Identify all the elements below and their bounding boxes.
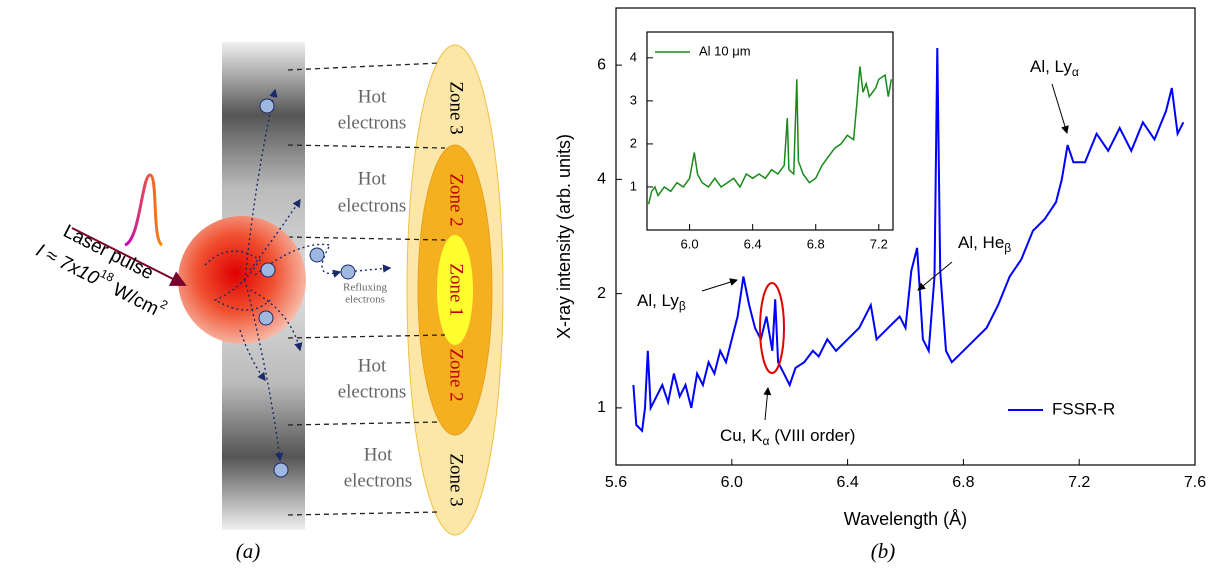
annotation-subscript: β [1004, 241, 1011, 255]
annotation-text: Al, Ly [1030, 57, 1072, 76]
refluxing-label: Refluxing [343, 282, 387, 294]
y-tick-label: 3 [630, 92, 637, 107]
y-tick-label: 2 [630, 135, 637, 150]
y-tick-label: 2 [597, 285, 606, 302]
plot-frame [615, 7, 1196, 466]
x-tick-label: 7.6 [1184, 474, 1206, 491]
diagram: Laser pulse I ≈ 7x1018 W/cm2 Hot electro… [32, 42, 504, 563]
data-line [647, 66, 893, 205]
intensity-unit: W/cm [105, 277, 162, 320]
plot: 6.0 6.4 6.8 7.2 1 2 3 4 Al 10 μm [630, 31, 894, 251]
hot-label: electrons [338, 381, 407, 402]
hot-label: electrons [338, 112, 407, 133]
legend-label: Al 10 μm [699, 43, 751, 58]
y-tick-label: 4 [630, 49, 637, 64]
data-line [632, 47, 1185, 433]
zone-label: Zone 1 [446, 263, 467, 316]
hot-label: electrons [344, 470, 413, 491]
electrons [258, 98, 356, 478]
annotation-text: (VIII order) [769, 426, 855, 445]
annotation-text: Al, He [958, 233, 1004, 252]
x-tick-label: 6.8 [807, 236, 825, 251]
annotation-arrow [763, 387, 772, 421]
refluxing-label: electrons [345, 294, 385, 306]
hot-label: Hot [358, 168, 387, 189]
legend-label: FSSR-R [1052, 399, 1115, 418]
annotation-text: Al, Ly [637, 291, 679, 310]
annotation-arrow [1051, 83, 1069, 134]
intensity-exp: 18 [98, 266, 117, 285]
chart: 5.6 6.0 6.4 6.8 7.2 7.6 1 2 4 6 FSSR-R Wavelength (… [554, 7, 1206, 563]
zone-label: Zone 3 [446, 81, 467, 134]
x-tick-label: 6.4 [836, 474, 858, 491]
annotation: Al, Heβ [958, 233, 1011, 255]
hot-label: electrons [338, 195, 407, 216]
hot-label: Hot [358, 86, 387, 107]
panel-label: (b) [871, 539, 896, 563]
annotation-subscript: α [1072, 65, 1079, 79]
y-tick-label: 4 [597, 171, 606, 188]
hot-label: Hot [358, 355, 387, 376]
plot: 5.6 6.0 6.4 6.8 7.2 7.6 1 2 4 6 FSSR-R Wavelength (… [554, 7, 1206, 563]
annotation-subscript: α [763, 434, 770, 448]
y-tick-label: 6 [597, 56, 606, 73]
y-tick-label: 1 [630, 178, 637, 193]
hot-spot [178, 216, 306, 344]
x-tick-label: 6.8 [952, 474, 974, 491]
x-tick-label: 7.2 [870, 236, 888, 251]
zone-label: Zone 2 [446, 348, 467, 401]
dashed-lines [287, 62, 446, 516]
annotation-arrow [701, 278, 738, 292]
zone-label: Zone 2 [446, 173, 467, 226]
x-tick-label: 6.0 [681, 236, 699, 251]
laser-pulse-shape [124, 173, 164, 247]
inset-background [647, 32, 893, 230]
annotation: Al, Lyβ [637, 291, 686, 313]
annotation: Cu, Kα (VIII order) [720, 426, 855, 448]
x-tick-label: 6.0 [721, 474, 743, 491]
laser-arrow [71, 227, 187, 286]
plot-frame [646, 31, 894, 231]
hot-label: Hot [364, 444, 393, 465]
panel-label: (a) [236, 539, 261, 563]
highlight-ellipse [759, 282, 785, 374]
annotation-arrow [917, 261, 953, 291]
annotation-text: Cu, K [720, 426, 763, 445]
zone-1-ellipse [437, 235, 473, 345]
x-tick-label: 7.2 [1068, 474, 1090, 491]
zone-label: Zone 3 [446, 453, 467, 506]
x-tick-label: 5.6 [605, 474, 627, 491]
annotation: Al, Lyα [1030, 57, 1079, 79]
y-tick-label: 1 [597, 399, 606, 416]
y-axis-label: X-ray intensity (arb. units) [554, 134, 574, 339]
x-axis-label: Wavelength (Å) [844, 509, 967, 529]
x-tick-label: 6.4 [744, 236, 762, 251]
annotation-subscript: β [679, 299, 686, 313]
